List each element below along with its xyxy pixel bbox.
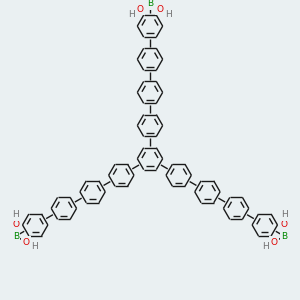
- Text: O: O: [281, 220, 288, 229]
- Text: H: H: [31, 242, 38, 251]
- Text: O: O: [271, 238, 278, 247]
- Text: H: H: [262, 242, 269, 251]
- Text: O: O: [12, 220, 19, 229]
- Text: H: H: [165, 10, 172, 19]
- Text: O: O: [157, 5, 164, 14]
- Text: H: H: [281, 210, 288, 219]
- Text: B: B: [13, 232, 19, 241]
- Text: B: B: [281, 232, 287, 241]
- Text: H: H: [128, 10, 135, 19]
- Text: H: H: [12, 210, 19, 219]
- Text: O: O: [22, 238, 29, 247]
- Text: O: O: [136, 5, 143, 14]
- Text: B: B: [147, 0, 153, 8]
